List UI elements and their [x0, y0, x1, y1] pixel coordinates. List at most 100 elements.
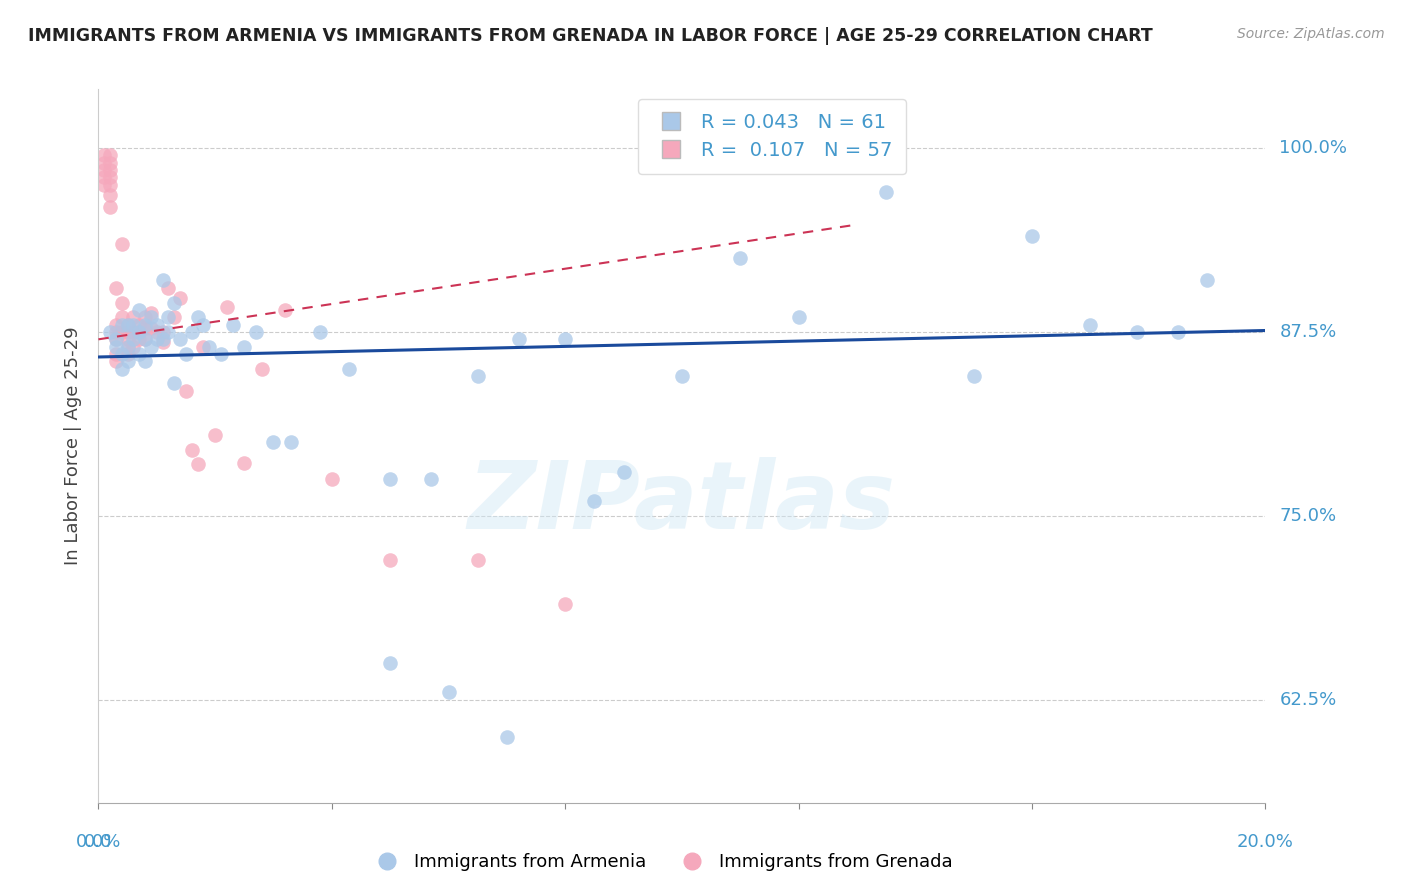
Point	[280, 435, 302, 450]
Text: 20.0%: 20.0%	[1237, 833, 1294, 851]
Point	[128, 332, 150, 346]
Point	[180, 442, 202, 457]
Point	[378, 656, 402, 670]
Point	[378, 553, 402, 567]
Point	[437, 685, 460, 699]
Point	[152, 325, 174, 339]
Point	[93, 170, 115, 185]
Point	[111, 236, 134, 251]
Y-axis label: In Labor Force | Age 25-29: In Labor Force | Age 25-29	[65, 326, 83, 566]
Text: ZIPatlas: ZIPatlas	[468, 457, 896, 549]
Point	[104, 325, 127, 339]
Point	[787, 310, 810, 325]
Point	[117, 354, 139, 368]
Point	[193, 340, 215, 354]
Point	[174, 384, 197, 398]
Point	[104, 318, 127, 332]
Text: 62.5%: 62.5%	[1279, 690, 1337, 709]
Point	[139, 320, 162, 334]
Point	[163, 376, 186, 391]
Point	[146, 325, 169, 339]
Point	[174, 347, 197, 361]
Point	[245, 325, 267, 339]
Text: Source: ZipAtlas.com: Source: ZipAtlas.com	[1237, 27, 1385, 41]
Point	[98, 170, 121, 185]
Point	[98, 188, 121, 202]
Point	[128, 347, 150, 361]
Point	[139, 306, 162, 320]
Point	[98, 155, 121, 169]
Point	[508, 332, 530, 346]
Point	[146, 332, 169, 346]
Point	[209, 347, 232, 361]
Point	[117, 332, 139, 346]
Point	[104, 354, 127, 368]
Point	[337, 361, 360, 376]
Point	[134, 332, 156, 346]
Point	[962, 369, 984, 384]
Point	[104, 347, 127, 361]
Text: 75.0%: 75.0%	[1279, 507, 1337, 524]
Point	[169, 332, 191, 346]
Point	[163, 295, 186, 310]
Point	[215, 300, 238, 314]
Point	[111, 325, 134, 339]
Point	[169, 291, 191, 305]
Point	[583, 494, 606, 508]
Legend: Immigrants from Armenia, Immigrants from Grenada: Immigrants from Armenia, Immigrants from…	[361, 847, 960, 879]
Point	[104, 281, 127, 295]
Point	[111, 310, 134, 325]
Point	[554, 597, 576, 611]
Point	[612, 465, 634, 479]
Point	[98, 200, 121, 214]
Point	[117, 318, 139, 332]
Point	[98, 325, 121, 339]
Point	[134, 310, 156, 325]
Point	[152, 273, 174, 287]
Point	[1080, 318, 1102, 332]
Point	[495, 730, 517, 744]
Point	[93, 178, 115, 192]
Point	[128, 325, 150, 339]
Point	[111, 295, 134, 310]
Point	[157, 325, 180, 339]
Point	[420, 472, 443, 486]
Point	[152, 332, 174, 346]
Point	[104, 340, 127, 354]
Point	[378, 472, 402, 486]
Text: IMMIGRANTS FROM ARMENIA VS IMMIGRANTS FROM GRENADA IN LABOR FORCE | AGE 25-29 CO: IMMIGRANTS FROM ARMENIA VS IMMIGRANTS FR…	[28, 27, 1153, 45]
Point	[117, 347, 139, 361]
Text: 100.0%: 100.0%	[1279, 139, 1347, 157]
Point	[187, 310, 209, 325]
Legend: R = 0.043   N = 61, R =  0.107   N = 57: R = 0.043 N = 61, R = 0.107 N = 57	[638, 99, 905, 174]
Point	[233, 456, 256, 470]
Point	[111, 361, 134, 376]
Text: 87.5%: 87.5%	[1279, 323, 1337, 341]
Point	[111, 347, 134, 361]
Point	[128, 325, 150, 339]
Point	[262, 435, 284, 450]
Point	[122, 332, 145, 346]
Point	[728, 252, 751, 266]
Point	[117, 318, 139, 332]
Point	[139, 340, 162, 354]
Point	[1167, 325, 1189, 339]
Point	[1021, 229, 1043, 244]
Point	[122, 325, 145, 339]
Point	[139, 310, 162, 325]
Point	[128, 302, 150, 317]
Point	[122, 340, 145, 354]
Point	[875, 185, 897, 199]
Point	[1126, 325, 1149, 339]
Point	[671, 369, 693, 384]
Point	[554, 332, 576, 346]
Point	[122, 318, 145, 332]
Point	[111, 318, 134, 332]
Point	[98, 148, 121, 162]
Point	[122, 310, 145, 325]
Point	[93, 148, 115, 162]
Point	[321, 472, 343, 486]
Point	[309, 325, 332, 339]
Point	[104, 332, 127, 346]
Point	[204, 428, 226, 442]
